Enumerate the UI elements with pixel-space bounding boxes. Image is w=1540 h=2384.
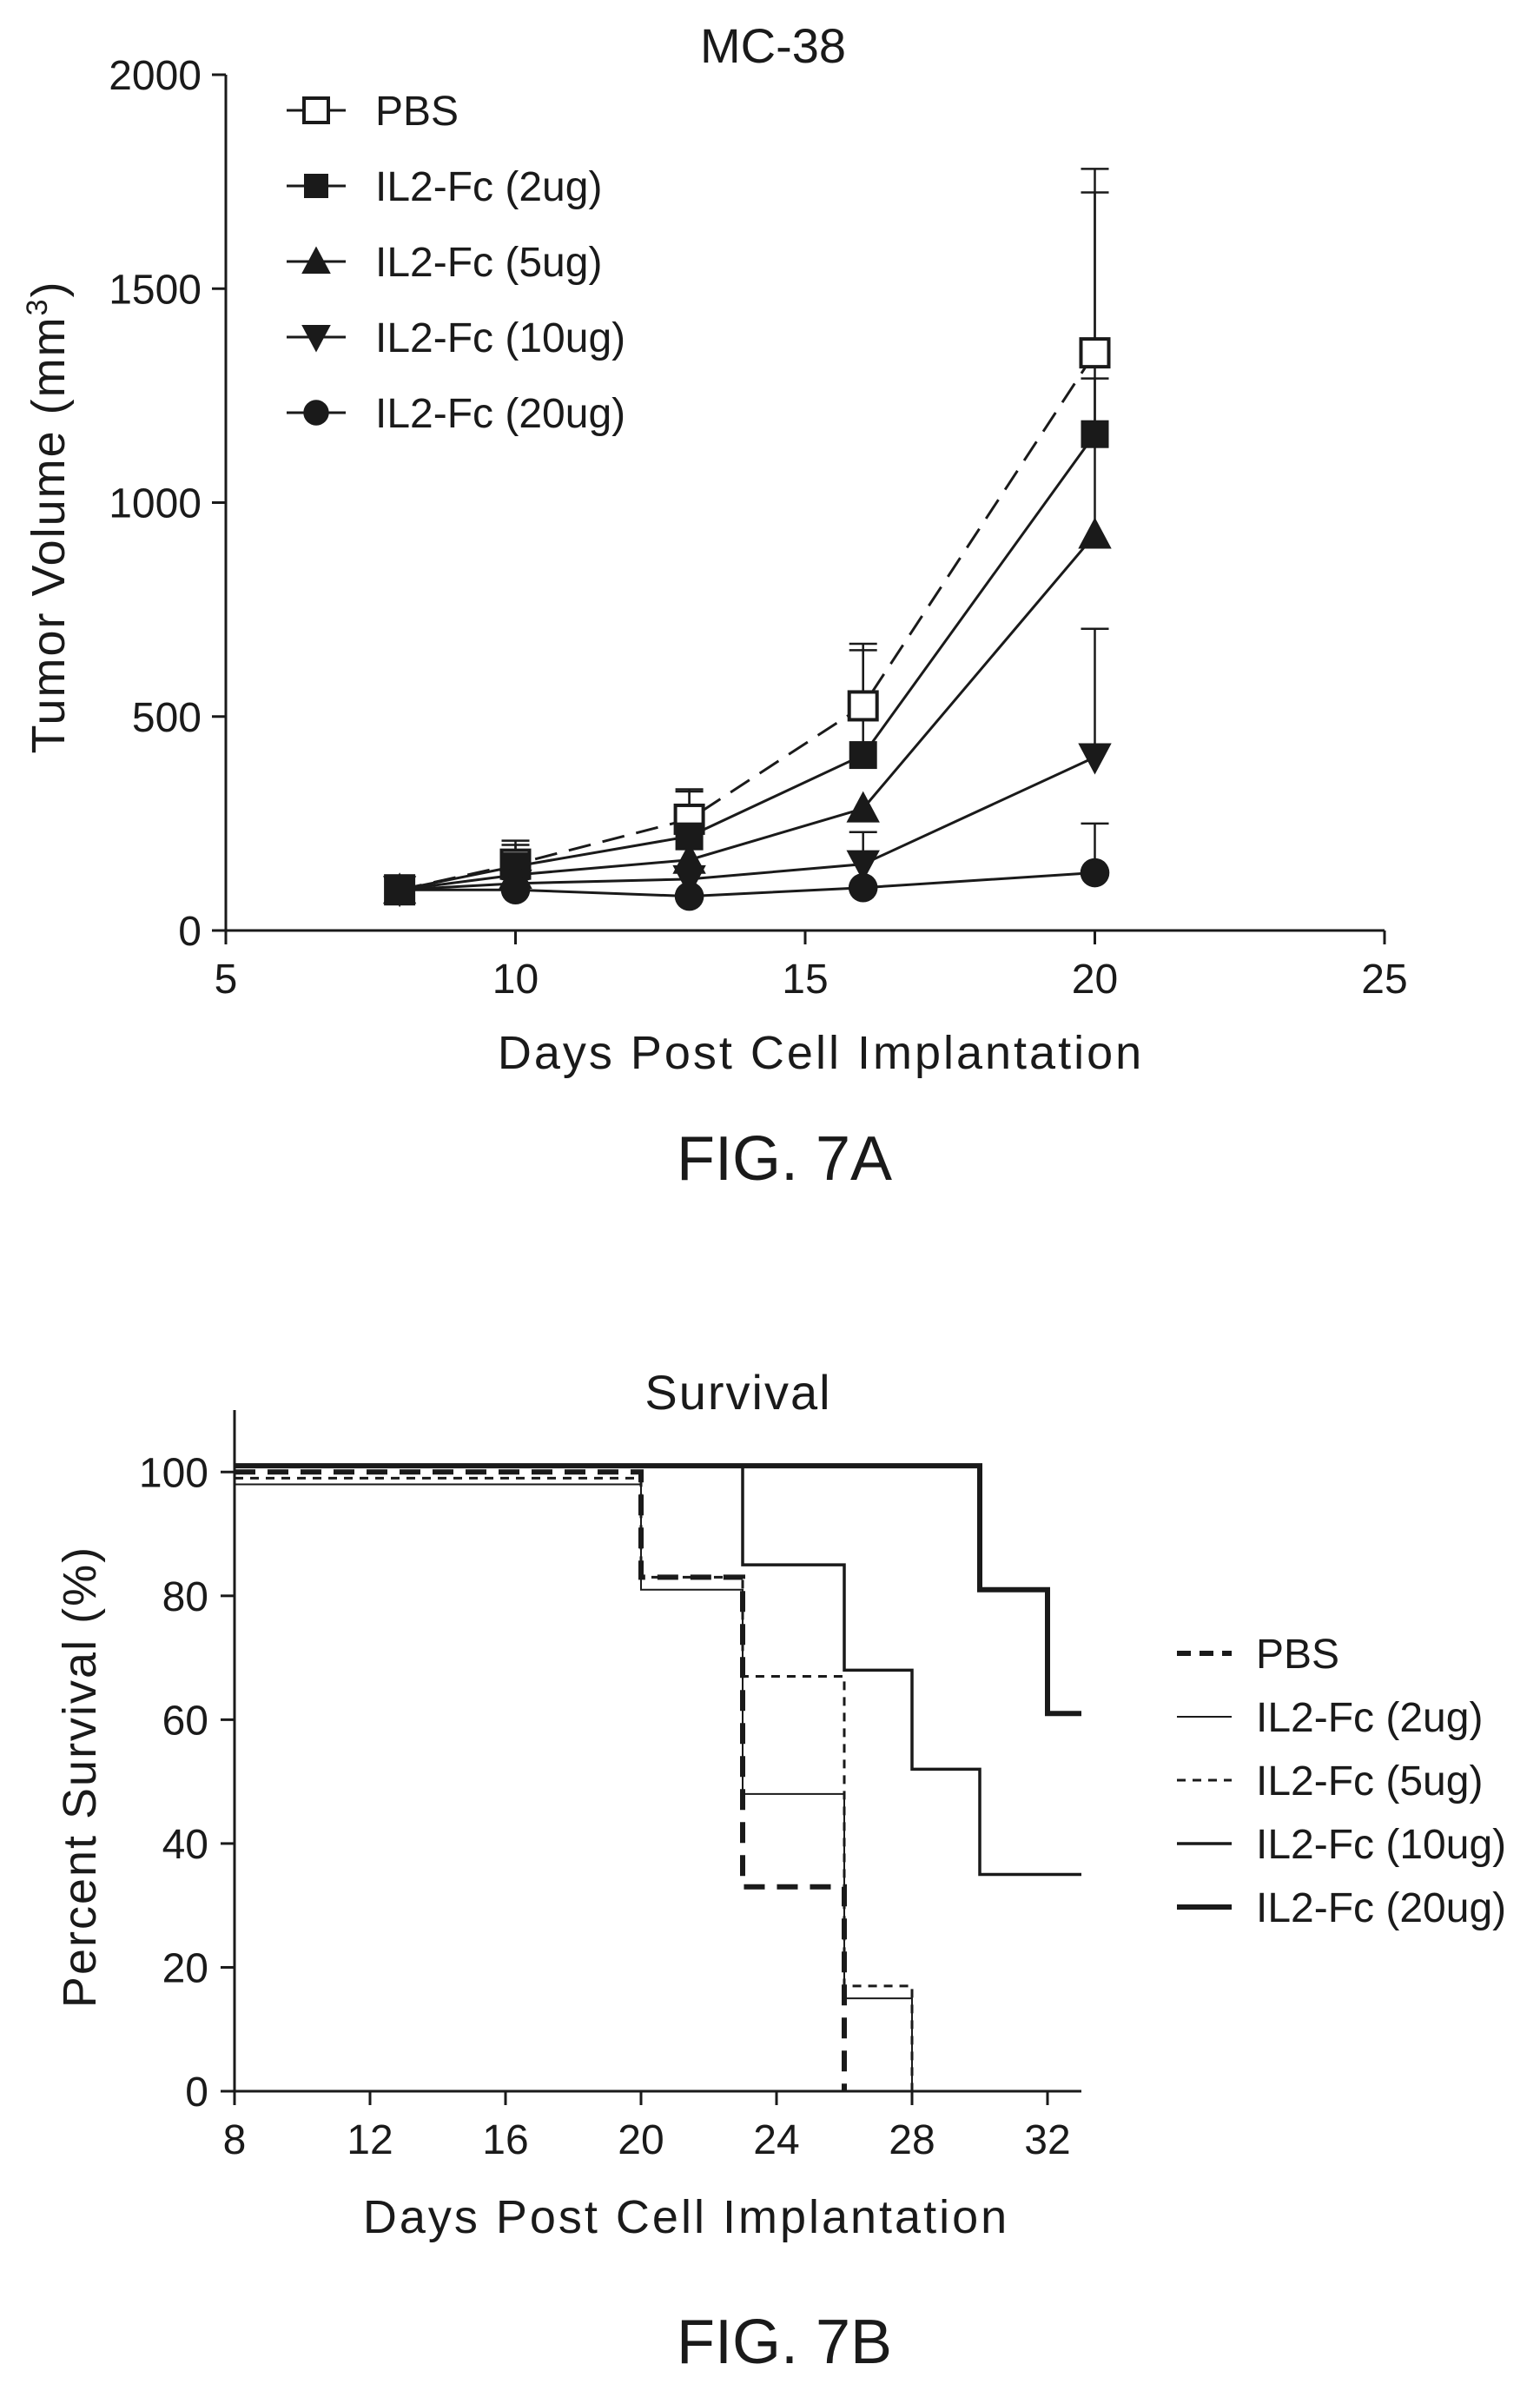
y-tick-label: 0 — [185, 2069, 208, 2116]
legend-marker — [303, 400, 329, 426]
figure-caption: FIG. 7B — [677, 2308, 892, 2377]
x-tick-label: 28 — [889, 2117, 935, 2163]
x-tick-label: 24 — [753, 2117, 799, 2163]
legend-label: IL2-Fc (2ug) — [1256, 1695, 1483, 1741]
survival-chart: Survival 8 12 16 20 24 28 32 0 20 40 60 80 100 PBS IL… — [54, 1365, 1506, 2377]
x-tick-label: 15 — [782, 957, 828, 1003]
y-tick-label: 0 — [178, 909, 202, 955]
survival-curve — [235, 1483, 913, 2091]
y-axis-label-sup: 3 — [21, 297, 54, 315]
data-point — [847, 690, 879, 722]
legend-item: IL2-Fc (2ug) — [287, 164, 602, 210]
y-axis-label-main: Tumor Volume (mm — [23, 315, 75, 753]
data-point — [385, 875, 414, 905]
x-tick-label: 8 — [223, 2117, 247, 2163]
legend-item: PBS — [1177, 1632, 1339, 1678]
legend-item: IL2-Fc (2ug) — [1177, 1695, 1483, 1741]
data-point — [849, 741, 877, 770]
legend-label: IL2-Fc (10ug) — [1256, 1822, 1506, 1868]
y-axis-label: Tumor Volume (mm3) — [21, 281, 75, 754]
legend-marker — [304, 174, 328, 198]
y-tick-label: 2000 — [109, 53, 202, 99]
x-axis-label: Days Post Cell Implantation — [363, 2191, 1009, 2243]
survival-curves — [235, 1463, 1081, 2091]
x-tick-label: 10 — [492, 957, 539, 1003]
data-point — [1081, 420, 1109, 448]
legend: PBS IL2-Fc (2ug) IL2-Fc (5ug) IL2-Fc (10ug)… — [1177, 1632, 1506, 1931]
y-tick-label: 500 — [132, 695, 202, 741]
data-point — [848, 872, 878, 903]
y-tick-label: 100 — [139, 1450, 208, 1496]
legend-label: IL2-Fc (2ug) — [375, 164, 602, 210]
survival-curve — [235, 1464, 1081, 1877]
legend-item: IL2-Fc (10ug) — [1177, 1822, 1506, 1868]
y-axis-label: Percent Survival (%) — [54, 1546, 106, 2008]
tumor-volume-chart: MC-38 5 10 15 20 25 0 500 1000 1500 2000 PBS IL2-F… — [21, 18, 1408, 1194]
legend-item: IL2-Fc (10ug) — [287, 315, 625, 361]
survival-curve — [235, 1463, 1081, 1717]
series-line — [399, 533, 1096, 891]
legend-item: IL2-Fc (20ug) — [287, 391, 625, 437]
chart-title: MC-38 — [700, 18, 846, 73]
y-tick-label: 1000 — [109, 481, 202, 527]
legend: PBS IL2-Fc (2ug) IL2-Fc (5ug) IL2-Fc (10ug)… — [287, 89, 625, 437]
y-tick-label: 40 — [162, 1822, 208, 1868]
y-tick-label: 80 — [162, 1574, 208, 1620]
y-tick-label: 60 — [162, 1698, 208, 1744]
legend-label: IL2-Fc (20ug) — [375, 391, 625, 437]
legend-item: IL2-Fc (5ug) — [287, 240, 602, 286]
series-markers — [382, 337, 1112, 911]
x-tick-label: 12 — [347, 2117, 393, 2163]
x-tick-label: 20 — [618, 2117, 664, 2163]
x-tick-label: 32 — [1024, 2117, 1070, 2163]
data-point — [1080, 858, 1110, 888]
legend-item: IL2-Fc (5ug) — [1177, 1758, 1483, 1805]
data-point — [846, 850, 880, 882]
x-axis-label: Days Post Cell Implantation — [498, 1027, 1144, 1079]
axes: 8 12 16 20 24 28 32 0 20 40 60 80 100 — [139, 1410, 1081, 2163]
data-point — [846, 791, 880, 823]
x-tick-label: 16 — [482, 2117, 528, 2163]
data-point — [1078, 517, 1112, 549]
x-tick-label: 20 — [1072, 957, 1118, 1003]
y-axis-label-close: ) — [23, 281, 75, 298]
survival-curve — [235, 1476, 914, 2091]
x-tick-label: 5 — [215, 957, 238, 1003]
legend-item: PBS — [287, 89, 459, 135]
legend-label: PBS — [375, 89, 459, 135]
figure-caption: FIG. 7A — [677, 1124, 892, 1194]
y-tick-label: 20 — [162, 1945, 208, 1991]
legend-label: IL2-Fc (10ug) — [375, 315, 625, 361]
legend-label: PBS — [1256, 1632, 1339, 1678]
x-tick-label: 25 — [1361, 957, 1407, 1003]
series-line — [399, 433, 1096, 891]
legend-label: IL2-Fc (5ug) — [1256, 1758, 1483, 1805]
axes: 5 10 15 20 25 0 500 1000 1500 2000 — [109, 53, 1407, 1003]
chart-title: Survival — [644, 1365, 831, 1420]
data-point — [1079, 337, 1111, 369]
data-point — [672, 864, 706, 897]
legend-item: IL2-Fc (20ug) — [1177, 1885, 1506, 1931]
legend-marker — [301, 325, 331, 353]
legend-label: IL2-Fc (5ug) — [375, 240, 602, 286]
data-point — [1078, 743, 1112, 775]
y-tick-label: 1500 — [109, 267, 202, 313]
legend-marker — [301, 246, 331, 274]
data-point — [674, 881, 704, 911]
data-point — [500, 875, 531, 905]
legend-marker — [302, 96, 330, 124]
legend-label: IL2-Fc (20ug) — [1256, 1885, 1506, 1931]
